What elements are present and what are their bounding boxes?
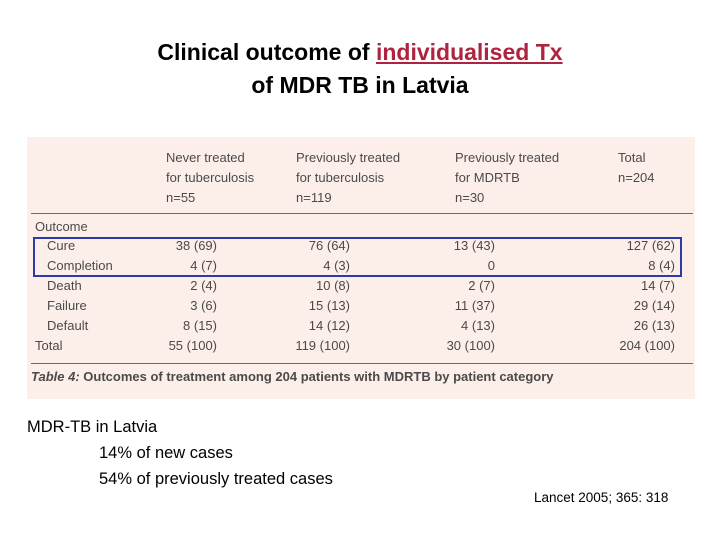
caption-divider (31, 363, 693, 364)
table-row: Default 8 (15) 14 (12) 4 (13) 26 (13) (47, 318, 675, 333)
title-link[interactable]: individualised Tx (375, 39, 563, 65)
column-header-total: Total n=204 (618, 150, 655, 185)
table-row-total: Total 55 (100) 119 (100) 30 (100) 204 (1… (35, 338, 675, 353)
citation: Lancet 2005; 365: 318 (534, 490, 669, 505)
column-header-previously-treated-mdrtb: Previously treated for MDRTB n=30 (455, 150, 560, 205)
column-header-never-treated: Never treated for tuberculosis n=55 (166, 150, 255, 205)
table-row: Cure 38 (69) 76 (64) 13 (43) 127 (62) (47, 238, 675, 253)
title-text: Clinical outcome of (157, 39, 376, 65)
table-row: Completion 4 (7) 4 (3) 0 8 (4) (47, 258, 675, 273)
table-row: Failure 3 (6) 15 (13) 11 (37) 29 (14) (47, 298, 675, 313)
slide-title: Clinical outcome of individualised Tx of… (0, 36, 720, 102)
column-header-previously-treated-tb: Previously treated for tuberculosis n=11… (296, 150, 401, 205)
title-line-1: Clinical outcome of individualised Tx (0, 36, 720, 69)
notes-heading: MDR-TB in Latvia (27, 418, 158, 436)
title-line-2: of MDR TB in Latvia (251, 72, 469, 98)
section-label: Outcome (35, 219, 88, 234)
cure-completion-highlight-box (33, 237, 682, 277)
header-divider (31, 213, 693, 214)
outcomes-table: Never treated for tuberculosis n=55 Prev… (27, 137, 695, 399)
notes-line-new-cases: 14% of new cases (99, 444, 233, 462)
table-row: Death 2 (4) 10 (8) 2 (7) 14 (7) (47, 278, 675, 293)
table-caption: Table 4: Outcomes of treatment among 204… (31, 369, 554, 384)
notes-line-previously-treated: 54% of previously treated cases (99, 470, 333, 488)
